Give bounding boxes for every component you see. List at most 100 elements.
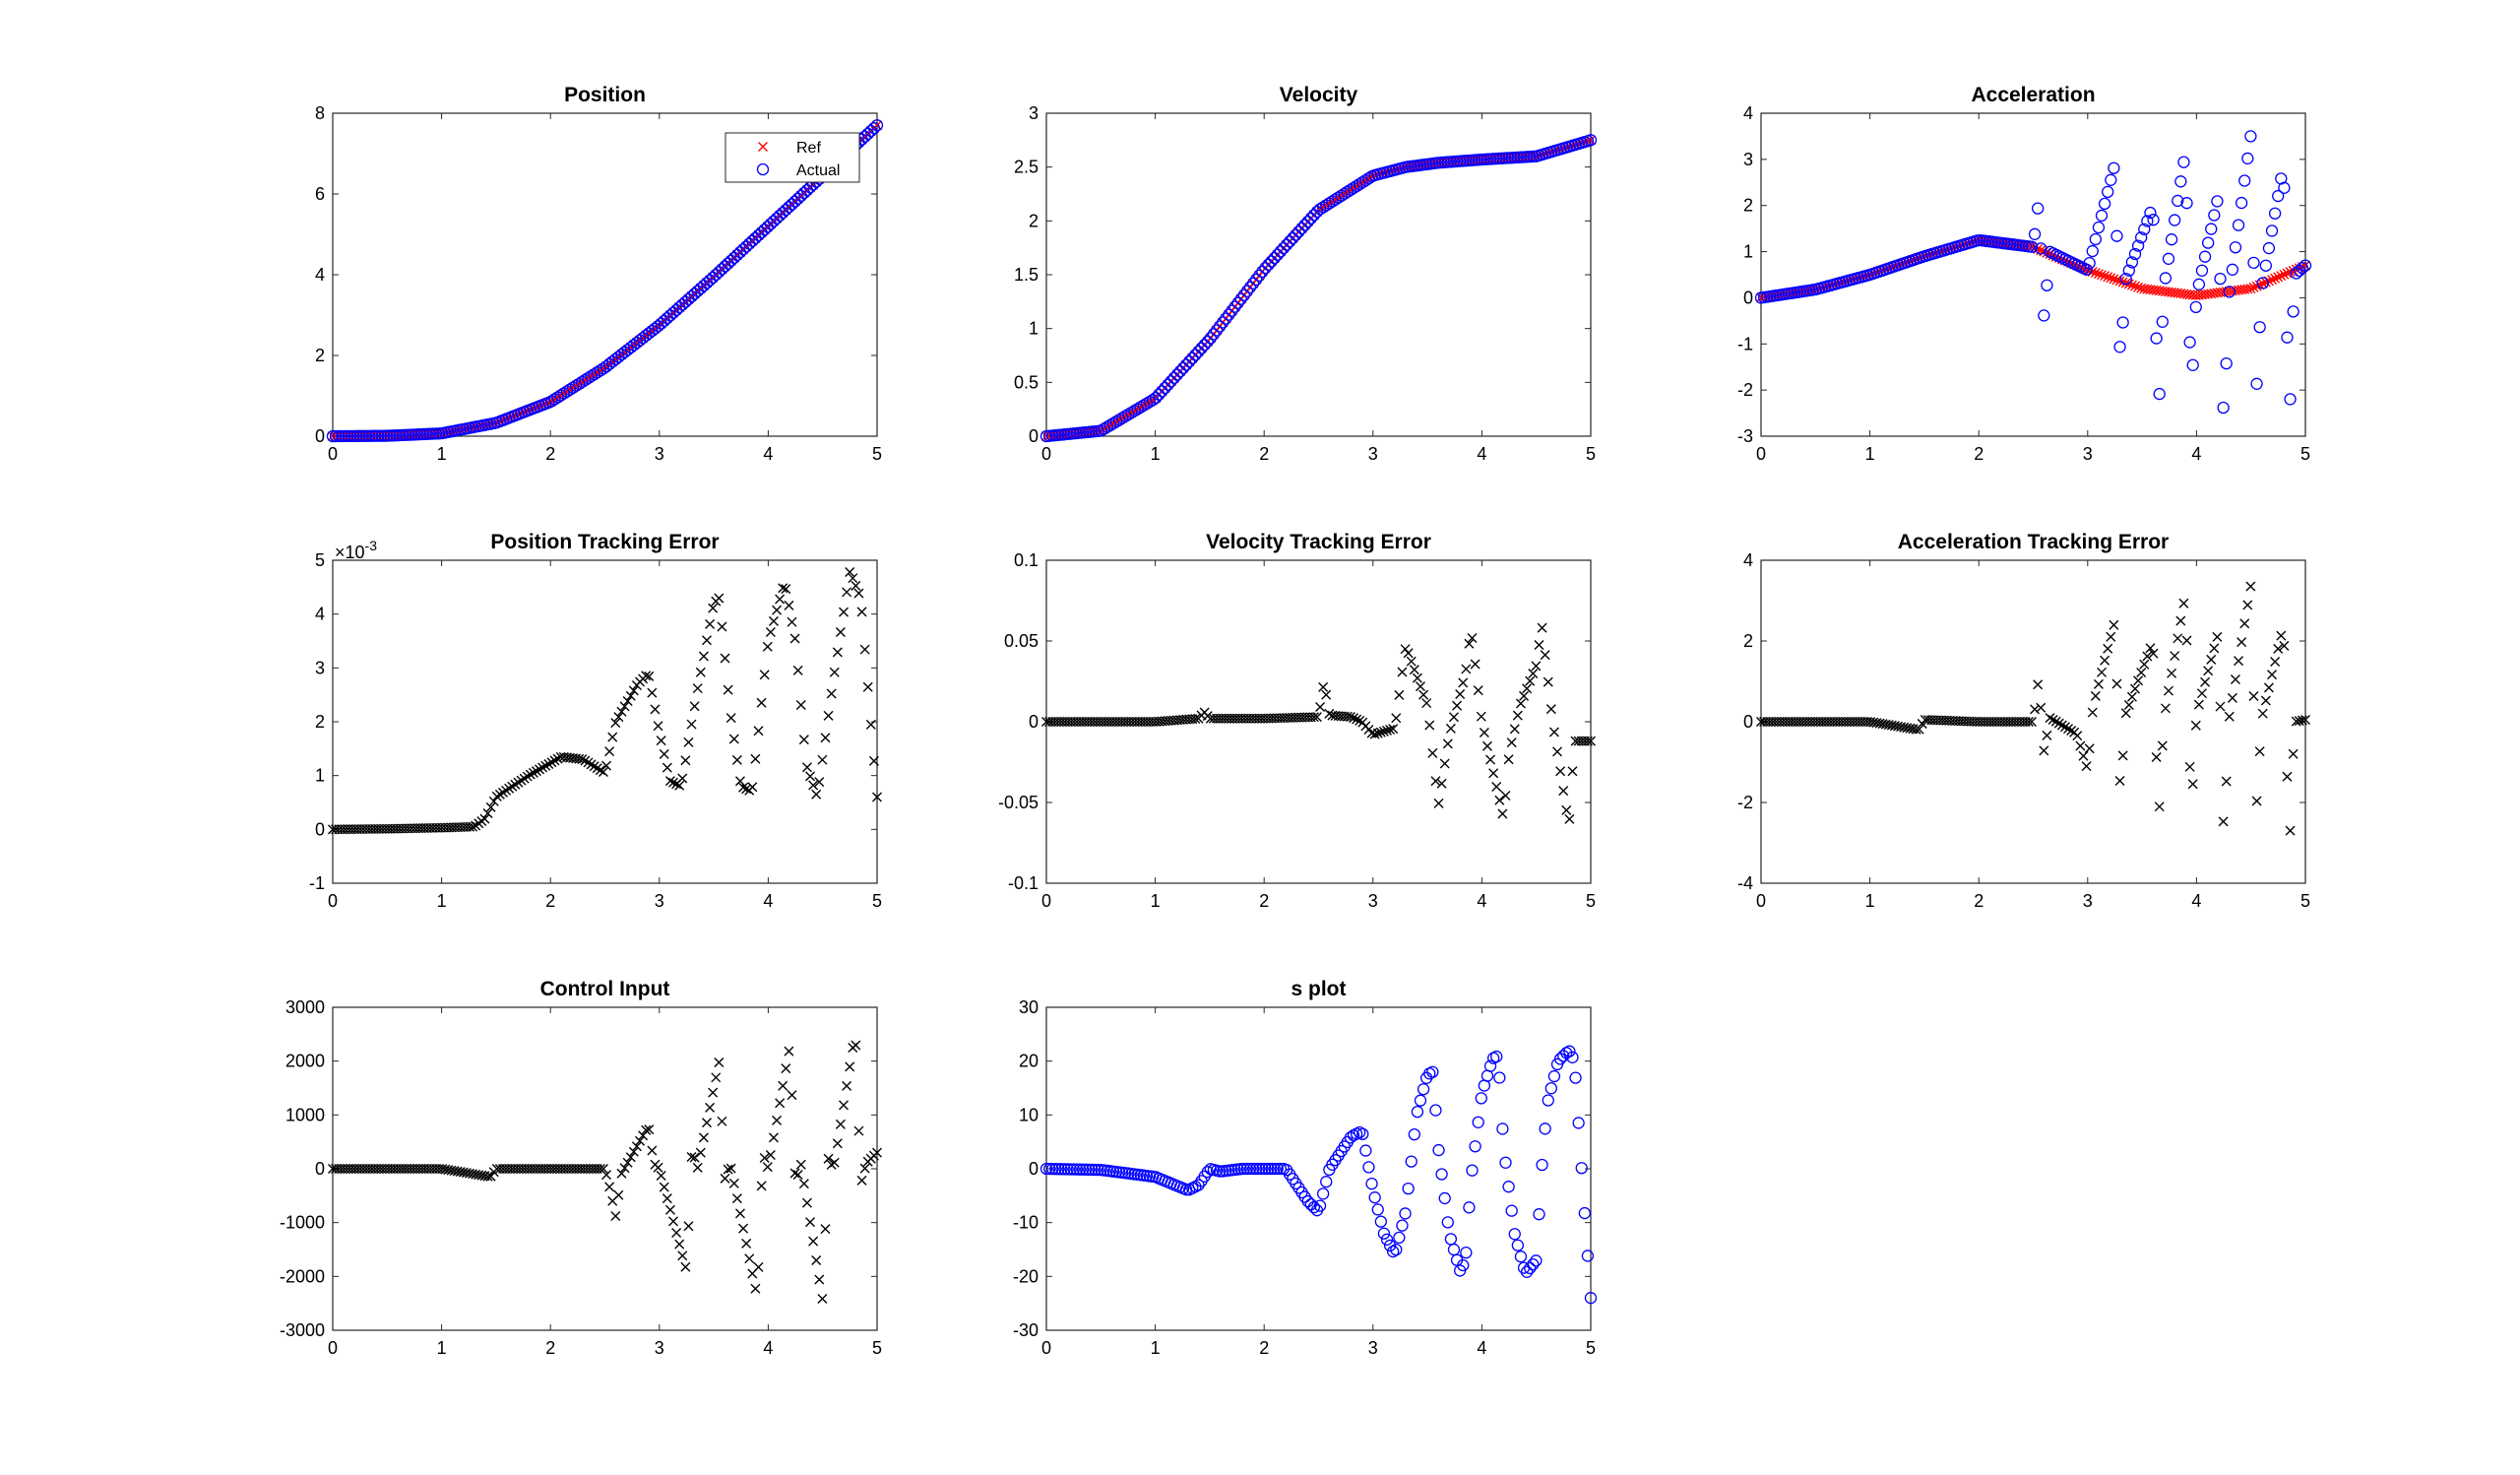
data-point: [563, 383, 577, 396]
data-point: [1473, 685, 1483, 696]
data-point: [2138, 223, 2151, 235]
data-point: [2135, 231, 2148, 244]
data-point: [1396, 1219, 1409, 1232]
data-point: [1385, 724, 1396, 735]
data-point: [2025, 240, 2039, 253]
y-tick-label: -0.05: [998, 793, 1039, 812]
data-point: [734, 1208, 745, 1219]
data-point: [1107, 418, 1118, 429]
data-point: [1442, 738, 1453, 749]
data-point: [708, 603, 719, 613]
data-point: [406, 428, 418, 441]
data-point: [582, 371, 595, 385]
data-point: [1073, 1163, 1087, 1176]
data-point: [2272, 189, 2285, 203]
data-point: [644, 1124, 655, 1135]
data-point: [2190, 720, 2201, 731]
data-point: [2163, 685, 2174, 696]
data-point: [1246, 277, 1260, 289]
data-point: [465, 821, 475, 832]
data-point: [345, 429, 357, 443]
data-point: [1131, 403, 1144, 416]
data-point: [1344, 183, 1357, 197]
data-point: [381, 429, 394, 442]
data-point: [2109, 619, 2119, 630]
axes-velocity: Velocity 0 1 2 3 4 5 0 0.5 1 1.5 2 2.5 3: [1014, 84, 1598, 464]
data-point: [856, 1175, 867, 1186]
data-point: [731, 754, 742, 765]
data-point: [543, 758, 554, 769]
data-point: [2205, 223, 2218, 235]
data-point: [2273, 643, 2284, 654]
plot-box: [332, 559, 878, 884]
data-point: [1192, 345, 1205, 358]
data-point: [554, 389, 567, 402]
data-point: [504, 413, 515, 423]
data-point: [823, 1153, 834, 1164]
data-point: [2236, 637, 2247, 648]
data-point: [1374, 1215, 1387, 1228]
data-point: [2282, 771, 2293, 782]
data-point: [1140, 397, 1154, 411]
data-point: [537, 762, 548, 773]
data-point: [1506, 738, 1517, 748]
y-exponent-label: ×10-3: [335, 538, 377, 562]
data-point: [329, 429, 343, 443]
data-point: [2177, 156, 2190, 168]
data-point: [2212, 631, 2223, 642]
data-point: [2270, 273, 2281, 284]
y-tick-label: 0.5: [1014, 372, 1039, 392]
data-point: [1102, 421, 1112, 432]
data-point: [2153, 387, 2166, 401]
data-point: [2242, 284, 2253, 294]
data-point: [1112, 414, 1126, 426]
legend: Ref Actual: [724, 132, 860, 183]
axes-title: Velocity: [1280, 84, 1358, 106]
data-point: [2251, 281, 2262, 291]
x-tick-label: 1: [1865, 891, 1875, 911]
data-point: [2172, 194, 2184, 208]
data-point: [2053, 718, 2064, 729]
data-point: [2165, 233, 2178, 246]
y-tick-label: 2000: [285, 1052, 325, 1071]
data-point: [594, 364, 607, 377]
data-point: [1520, 1265, 1534, 1278]
data-point: [692, 683, 703, 694]
data-point: [2072, 731, 2083, 741]
data-point: [2133, 675, 2144, 686]
data-point: [616, 706, 627, 717]
y-tick-label: 0: [1029, 426, 1039, 446]
data-point: [2038, 309, 2050, 322]
y-tick-label: -1000: [280, 1213, 325, 1233]
data-point: [586, 759, 597, 770]
data-point: [1042, 1162, 1056, 1176]
data-point: [2265, 224, 2279, 237]
data-point: [1103, 418, 1117, 432]
data-point: [839, 607, 850, 617]
data-point: [1217, 316, 1229, 329]
y-tick-label: 0: [315, 819, 325, 839]
data-point: [1173, 365, 1187, 378]
data-point: [701, 1118, 712, 1128]
data-point: [1406, 656, 1417, 667]
data-point: [1165, 375, 1177, 388]
data-point: [2145, 643, 2156, 654]
y-tick-label: 8: [315, 103, 325, 123]
data-point: [2180, 197, 2193, 210]
data-point: [1106, 417, 1120, 430]
data-point: [2288, 748, 2299, 759]
data-point: [409, 428, 421, 441]
data-point: [775, 594, 786, 605]
data-point: [772, 605, 783, 615]
data-point: [1371, 1203, 1384, 1216]
data-point: [1514, 1251, 1528, 1263]
data-point: [2033, 679, 2044, 690]
axes-acceleration-error: Acceleration Tracking Error 0 1 2 3 4 5 -4 -2 0 2 4: [1737, 531, 2310, 911]
data-point: [744, 1253, 755, 1264]
x-tick-label: 1: [1865, 444, 1875, 464]
data-point: [2234, 656, 2244, 667]
data-point: [1321, 689, 1332, 700]
data-point: [2282, 268, 2293, 279]
data-point: [1349, 713, 1359, 724]
data-point: [759, 670, 770, 680]
